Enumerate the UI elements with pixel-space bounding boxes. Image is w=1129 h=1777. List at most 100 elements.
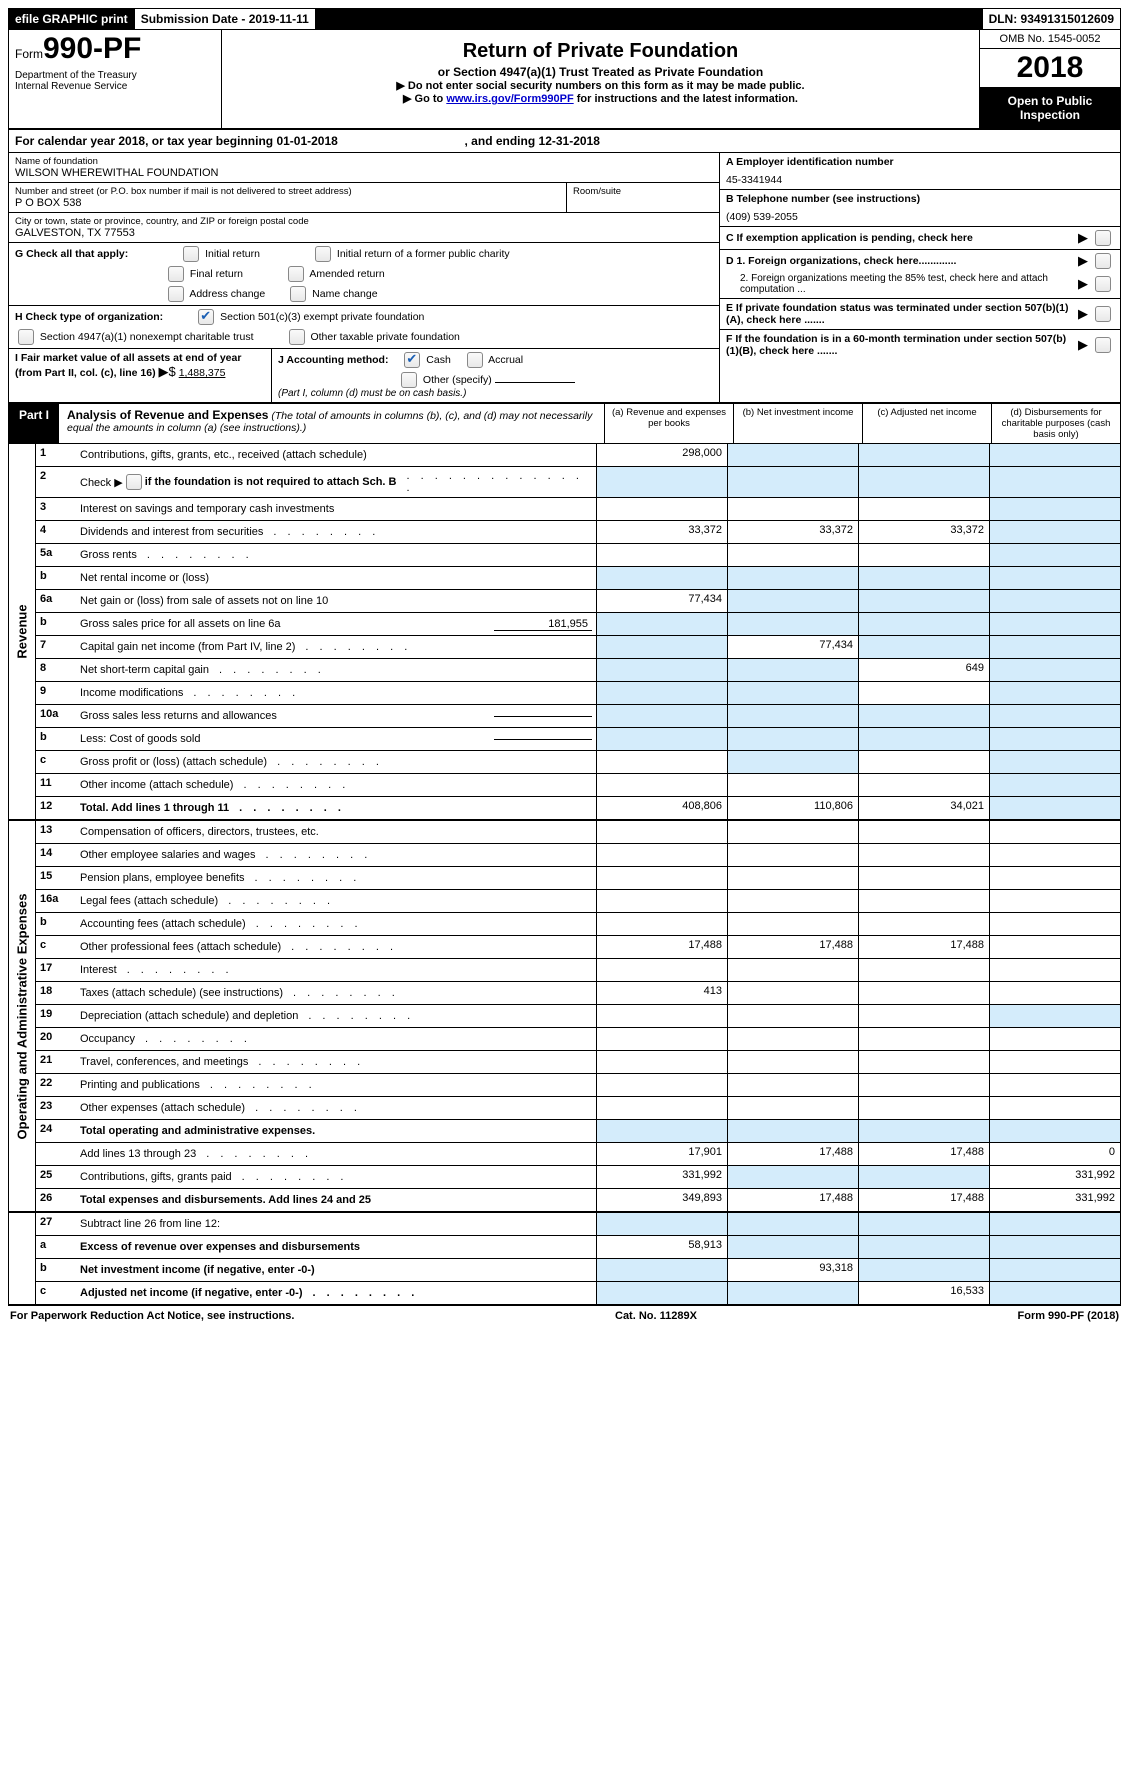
chk-sch-b[interactable] — [126, 474, 142, 490]
amt-col-d — [989, 544, 1120, 566]
irs-link[interactable]: www.irs.gov/Form990PF — [446, 93, 573, 105]
amt-col-a — [596, 1282, 727, 1304]
amt-col-a: 77,434 — [596, 590, 727, 612]
line-desc: Gross sales less returns and allowances — [76, 705, 596, 727]
amt-col-a — [596, 636, 727, 658]
table-row: bNet rental income or (loss) — [36, 567, 1120, 590]
table-row: 10aGross sales less returns and allowanc… — [36, 705, 1120, 728]
line-number: 17 — [36, 959, 76, 981]
amt-col-b: 17,488 — [727, 936, 858, 958]
amt-col-d — [989, 936, 1120, 958]
part1-header: Part I Analysis of Revenue and Expenses … — [8, 402, 1121, 444]
line-number: 10a — [36, 705, 76, 727]
amt-col-b — [727, 1051, 858, 1073]
amt-col-c: 17,488 — [858, 936, 989, 958]
line-number: 26 — [36, 1189, 76, 1211]
amt-col-c — [858, 1259, 989, 1281]
efile-tag: efile GRAPHIC print — [9, 9, 135, 29]
chk-c[interactable] — [1095, 230, 1111, 246]
line-number: 8 — [36, 659, 76, 681]
line-number: 3 — [36, 498, 76, 520]
line-desc: Printing and publications. . . . . . . . — [76, 1074, 596, 1096]
chk-e[interactable] — [1095, 306, 1111, 322]
table-row: 12Total. Add lines 1 through 11. . . . .… — [36, 797, 1120, 819]
chk-address-change[interactable] — [168, 286, 184, 302]
line-desc: Total expenses and disbursements. Add li… — [76, 1189, 596, 1211]
amt-col-b — [727, 982, 858, 1004]
chk-amended-return[interactable] — [288, 266, 304, 282]
chk-name-change[interactable] — [290, 286, 306, 302]
amt-col-c — [858, 1097, 989, 1119]
amt-col-d — [989, 613, 1120, 635]
h-check-row: H Check type of organization: Section 50… — [9, 306, 719, 349]
expenses-side-label: Operating and Administrative Expenses — [9, 821, 36, 1211]
line-number: b — [36, 728, 76, 750]
line-desc: Gross profit or (loss) (attach schedule)… — [76, 751, 596, 773]
header-right: OMB No. 1545-0052 2018 Open to Public In… — [980, 30, 1120, 128]
line-number: c — [36, 751, 76, 773]
chk-f[interactable] — [1095, 337, 1111, 353]
table-row: 11Other income (attach schedule). . . . … — [36, 774, 1120, 797]
chk-final-return[interactable] — [168, 266, 184, 282]
amt-col-d — [989, 751, 1120, 773]
chk-cash[interactable] — [404, 352, 420, 368]
amt-col-c — [858, 982, 989, 1004]
chk-other-method[interactable] — [401, 372, 417, 388]
amt-col-a — [596, 751, 727, 773]
chk-accrual[interactable] — [467, 352, 483, 368]
amt-col-d — [989, 890, 1120, 912]
line-desc: Other expenses (attach schedule). . . . … — [76, 1097, 596, 1119]
line-number: 13 — [36, 821, 76, 843]
line-desc: Travel, conferences, and meetings. . . .… — [76, 1051, 596, 1073]
amt-col-b — [727, 821, 858, 843]
amt-col-b — [727, 1236, 858, 1258]
amt-col-c — [858, 567, 989, 589]
chk-other-taxable[interactable] — [289, 329, 305, 345]
line-number: 4 — [36, 521, 76, 543]
amt-col-d — [989, 705, 1120, 727]
line-desc: Add lines 13 through 23. . . . . . . . — [76, 1143, 596, 1165]
address: P O BOX 538 — [15, 197, 560, 209]
table-row: bGross sales price for all assets on lin… — [36, 613, 1120, 636]
line-number: 9 — [36, 682, 76, 704]
amt-col-c: 17,488 — [858, 1143, 989, 1165]
amt-col-a: 413 — [596, 982, 727, 1004]
amt-col-c — [858, 1166, 989, 1188]
chk-4947[interactable] — [18, 329, 34, 345]
chk-initial-return[interactable] — [183, 246, 199, 262]
table-row: 24Total operating and administrative exp… — [36, 1120, 1120, 1143]
amt-col-b — [727, 1097, 858, 1119]
line-desc: Capital gain net income (from Part IV, l… — [76, 636, 596, 658]
chk-501c3[interactable] — [198, 309, 214, 325]
submission-date: Submission Date - 2019-11-11 — [135, 9, 316, 29]
amt-col-a — [596, 1051, 727, 1073]
c-cell: C If exemption application is pending, c… — [720, 227, 1120, 250]
chk-initial-former[interactable] — [315, 246, 331, 262]
line-number: 2 — [36, 467, 76, 497]
amt-col-b — [727, 467, 858, 497]
line-desc: Contributions, gifts, grants paid. . . .… — [76, 1166, 596, 1188]
table-row: 26Total expenses and disbursements. Add … — [36, 1189, 1120, 1211]
line-number: 5a — [36, 544, 76, 566]
form-title: Return of Private Foundation — [228, 40, 973, 63]
amt-col-c — [858, 890, 989, 912]
line-desc: Other professional fees (attach schedule… — [76, 936, 596, 958]
room-cell: Room/suite — [567, 183, 719, 212]
amt-col-c — [858, 867, 989, 889]
line-number: 23 — [36, 1097, 76, 1119]
amt-col-d: 331,992 — [989, 1189, 1120, 1211]
table-row: cGross profit or (loss) (attach schedule… — [36, 751, 1120, 774]
line-desc: Income modifications. . . . . . . . — [76, 682, 596, 704]
chk-d1[interactable] — [1095, 253, 1111, 269]
line-desc: Other income (attach schedule). . . . . … — [76, 774, 596, 796]
revenue-table: Revenue 1Contributions, gifts, grants, e… — [8, 444, 1121, 821]
amt-col-c: 649 — [858, 659, 989, 681]
amt-col-a — [596, 1074, 727, 1096]
phone-value: (409) 539-2055 — [726, 211, 1114, 223]
amt-col-b — [727, 659, 858, 681]
line-desc: Accounting fees (attach schedule). . . .… — [76, 913, 596, 935]
chk-d2[interactable] — [1095, 276, 1111, 292]
table-row: 14Other employee salaries and wages. . .… — [36, 844, 1120, 867]
amt-col-d — [989, 1282, 1120, 1304]
amt-col-d — [989, 913, 1120, 935]
